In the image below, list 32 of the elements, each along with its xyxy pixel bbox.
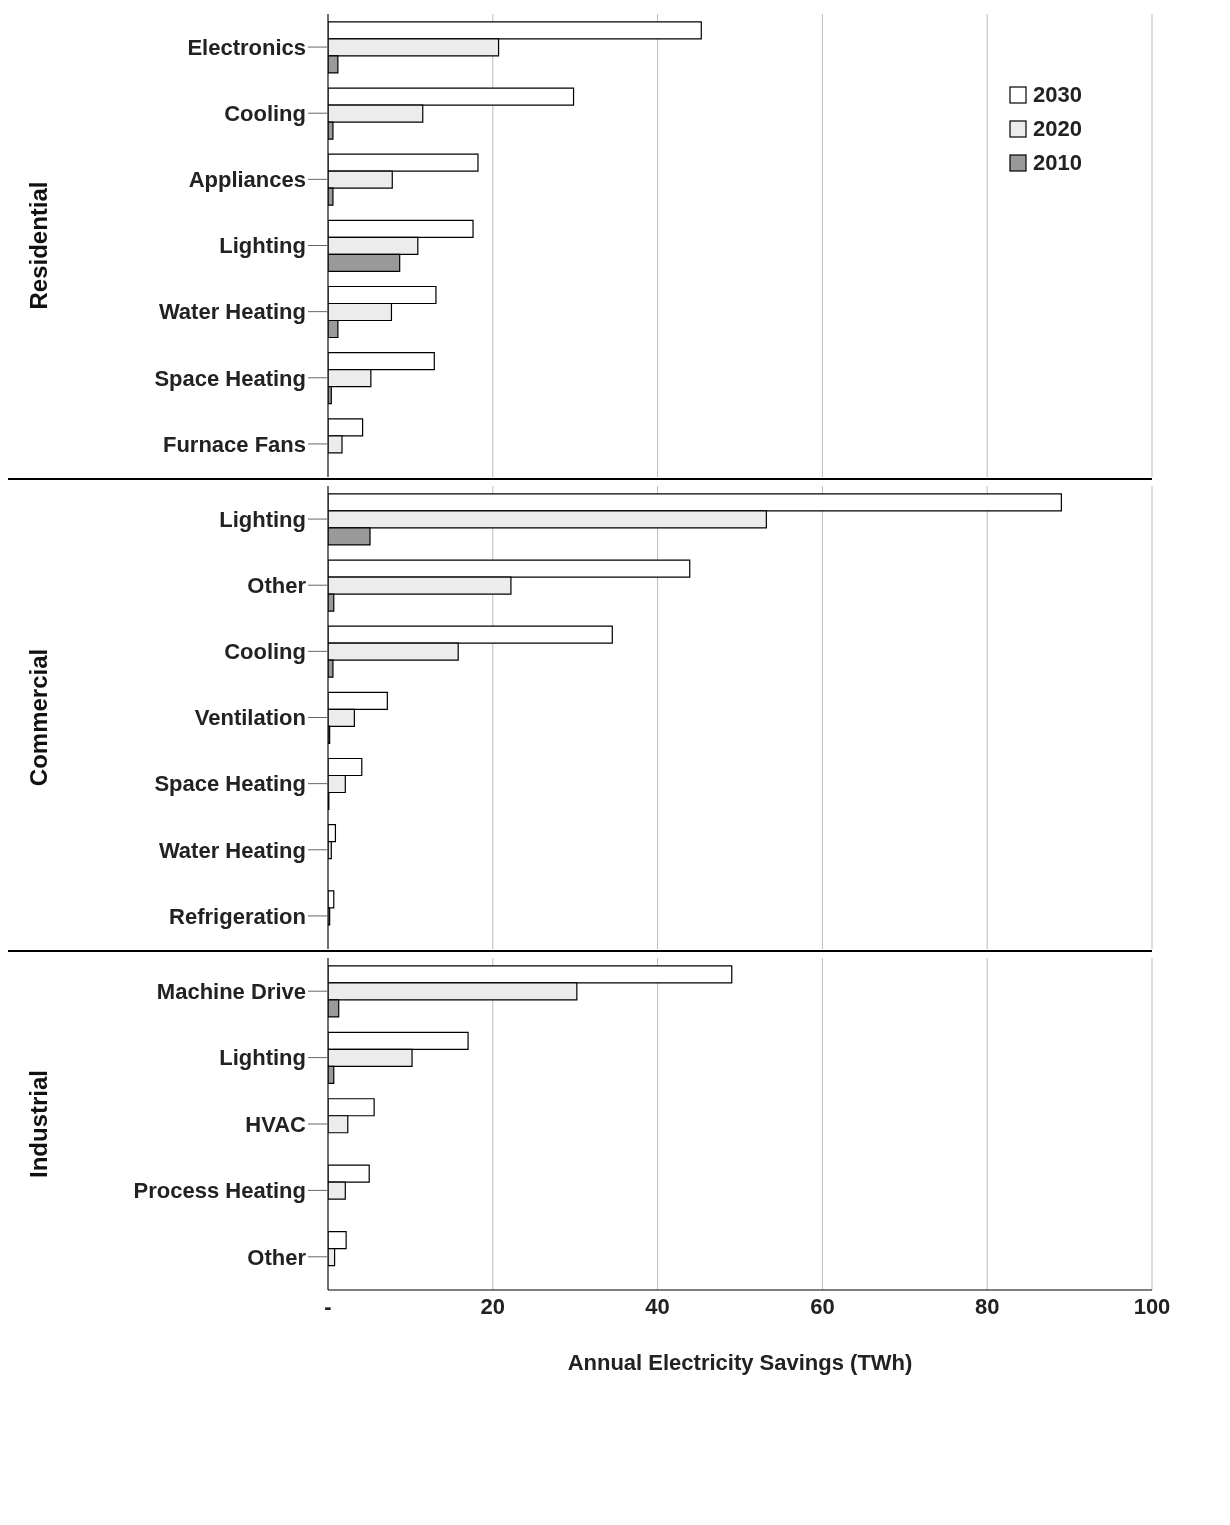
y-tick-label: Lighting xyxy=(219,1045,306,1071)
y-axis-title: Commercial xyxy=(24,648,52,787)
legend-label: 2020 xyxy=(1033,115,1082,143)
legend-label: 2010 xyxy=(1033,149,1082,177)
y-tick-label: Other xyxy=(247,1244,307,1270)
y-tick-label: HVAC xyxy=(245,1111,307,1137)
x-tick-label: 60 xyxy=(810,1293,835,1319)
x-tick-label: 100 xyxy=(1133,1293,1171,1319)
y-tick-label: Lighting xyxy=(219,233,306,259)
x-axis-title: Annual Electricity Savings (TWh) xyxy=(567,1350,913,1375)
y-tick-label: Lighting xyxy=(219,506,306,532)
y-tick-label: Machine Drive xyxy=(156,979,306,1005)
x-tick-label: - xyxy=(324,1293,332,1319)
y-tick-label: Refrigeration xyxy=(169,903,306,929)
y-tick-label: Space Heating xyxy=(154,771,306,797)
y-tick-label: Electronics xyxy=(187,34,306,60)
y-axis-title: Residential xyxy=(24,181,52,310)
legend-label: 2030 xyxy=(1033,81,1082,109)
y-tick-label: Cooling xyxy=(224,639,306,665)
y-tick-label: Space Heating xyxy=(154,365,306,391)
y-tick-label: Other xyxy=(247,573,307,599)
y-tick-label: Furnace Fans xyxy=(162,431,306,457)
y-tick-label: Process Heating xyxy=(133,1178,306,1204)
y-tick-label: Appliances xyxy=(188,167,306,193)
y-tick-label: Cooling xyxy=(224,101,306,127)
x-tick-label: 40 xyxy=(645,1293,670,1319)
y-tick-label: Water Heating xyxy=(158,837,306,863)
y-tick-label: Water Heating xyxy=(158,299,306,325)
y-axis-title: Industrial xyxy=(24,1069,52,1179)
y-tick-label: Ventilation xyxy=(194,705,306,731)
x-tick-label: 80 xyxy=(974,1293,1000,1319)
x-tick-label: 20 xyxy=(480,1293,506,1319)
